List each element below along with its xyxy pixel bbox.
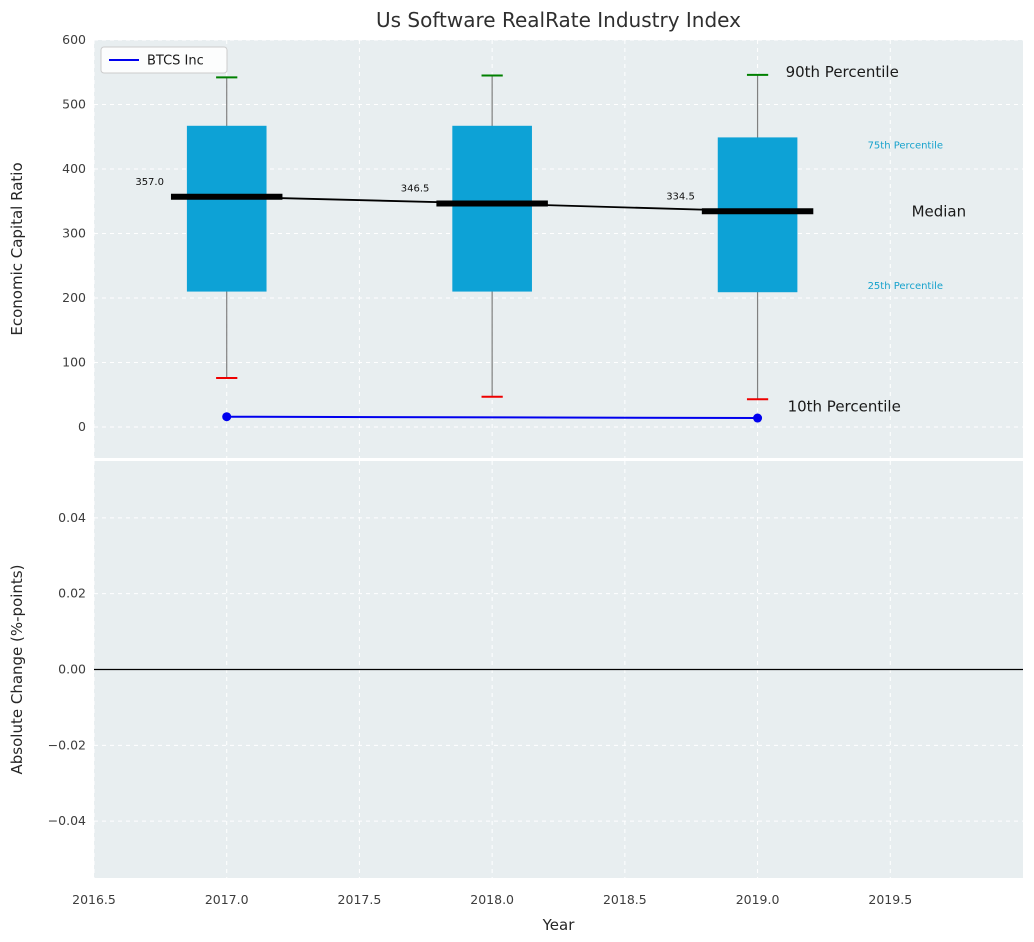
annotation-10th-percentile: 10th Percentile: [788, 397, 901, 415]
xtick-label: 2016.5: [72, 892, 116, 907]
annotation-median: Median: [912, 202, 967, 220]
bottom-ytick-label: 0.04: [58, 510, 86, 525]
xtick-label: 2018.5: [603, 892, 647, 907]
median-value-label-2019: 334.5: [666, 191, 695, 202]
btcs-line: [226, 415, 758, 420]
top-ytick-label: 300: [62, 226, 86, 241]
bottom-ytick-label: 0.02: [58, 586, 86, 601]
box-group-2019: [717, 73, 798, 401]
median-value-label-2017: 357.0: [135, 177, 164, 188]
top-ytick-label: 500: [62, 97, 86, 112]
iqr-box-2018: [452, 125, 532, 292]
xtick-label: 2019.5: [868, 892, 912, 907]
legend-label: BTCS Inc: [147, 54, 204, 69]
x-axis-label: Year: [542, 916, 576, 934]
iqr-box-2019: [717, 137, 798, 293]
legend: BTCS Inc: [100, 46, 228, 74]
bottom-ytick-label: −0.02: [48, 737, 86, 752]
bottom-ytick-label: 0.00: [58, 662, 86, 677]
iqr-box-2017: [186, 125, 267, 292]
box-group-2018: [452, 74, 532, 398]
annotation-90th-percentile: 90th Percentile: [786, 63, 899, 81]
btcs-marker: [222, 412, 232, 422]
top-ytick-label: 0: [78, 419, 86, 434]
xtick-label: 2017.5: [338, 892, 382, 907]
top-ytick-label: 400: [62, 161, 86, 176]
bottom-y-axis-label: Absolute Change (%-points): [8, 565, 26, 775]
top-ytick-label: 600: [62, 32, 86, 47]
chart-title: Us Software RealRate Industry Index: [376, 8, 741, 32]
top-y-axis-label: Economic Capital Ratio: [8, 162, 26, 335]
top-ytick-label: 100: [62, 355, 86, 370]
bottom-ytick-label: −0.04: [48, 813, 86, 828]
median-value-label-2018: 346.5: [401, 184, 430, 195]
btcs-marker: [753, 413, 763, 423]
annotation-75th-percentile: 75th Percentile: [868, 140, 944, 151]
xtick-label: 2017.0: [205, 892, 249, 907]
box-group-2017: [186, 76, 267, 380]
legend-box: [100, 46, 228, 74]
top-ytick-label: 200: [62, 290, 86, 305]
xtick-label: 2019.0: [736, 892, 780, 907]
annotation-25th-percentile: 25th Percentile: [868, 281, 944, 292]
xtick-label: 2018.0: [470, 892, 514, 907]
